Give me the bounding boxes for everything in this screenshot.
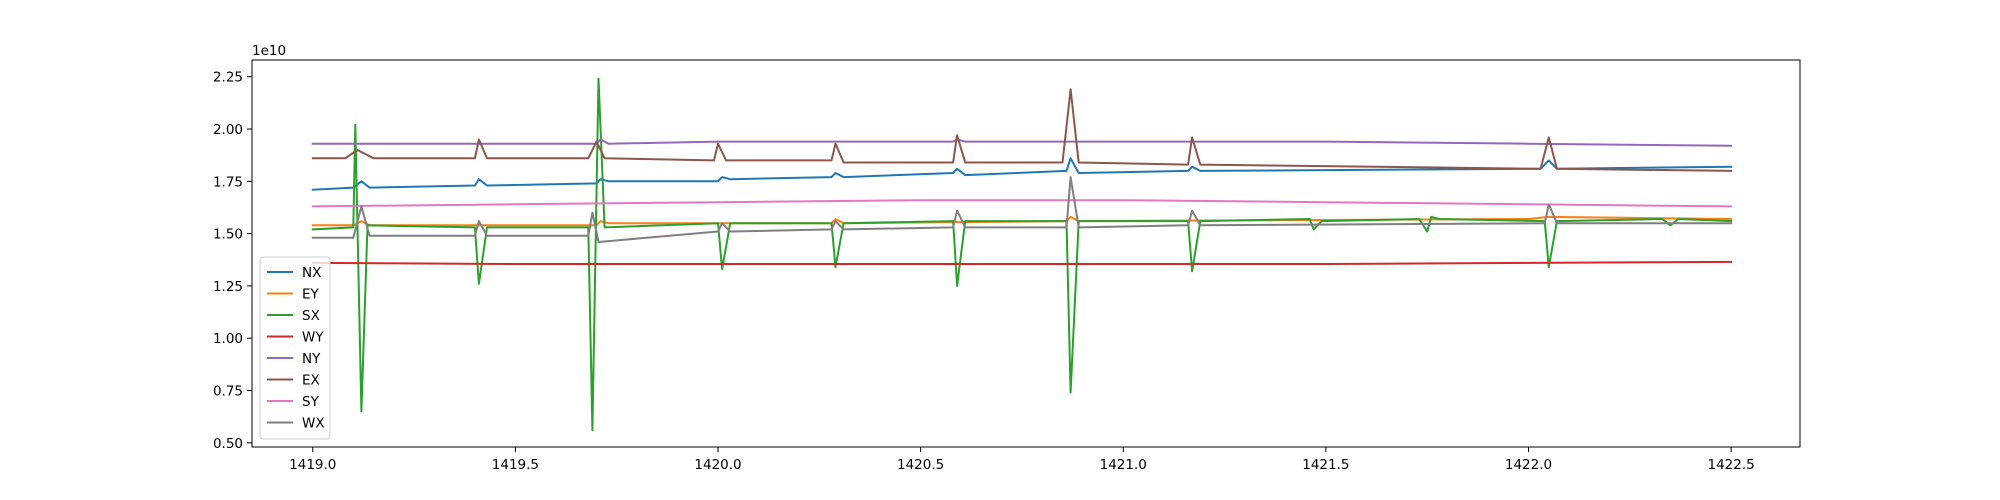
y-tick-label: 2.25 xyxy=(213,70,243,86)
x-tick-label: 1419.0 xyxy=(289,457,336,473)
series-line-wy xyxy=(311,260,1733,265)
y-tick-label: 1.25 xyxy=(213,279,243,295)
x-tick-label: 1421.5 xyxy=(1302,457,1349,473)
x-tick-label: 1421.0 xyxy=(1100,457,1147,473)
series-line-sx xyxy=(311,77,1733,432)
x-tick-label: 1422.0 xyxy=(1505,457,1552,473)
x-tick-label: 1422.5 xyxy=(1707,457,1754,473)
y-tick-label: 1.00 xyxy=(213,331,243,347)
legend-label-sx: SX xyxy=(302,308,320,324)
y-offset-text: 1e10 xyxy=(252,43,286,59)
y-tick-label: 1.75 xyxy=(213,174,243,190)
legend: NX EY SX WY NY EX SY WX xyxy=(259,256,331,440)
y-axis: 0.50 0.75 1.00 1.25 1.50 1.75 2.00 2.25 xyxy=(213,70,252,452)
y-tick-label: 0.75 xyxy=(213,384,243,400)
x-tick-label: 1420.5 xyxy=(897,457,944,473)
legend-label-ey: EY xyxy=(302,287,320,303)
y-tick-label: 1.50 xyxy=(213,227,243,243)
legend-label-sy: SY xyxy=(302,394,320,410)
legend-box xyxy=(259,256,331,440)
x-axis: 1419.0 1419.5 1420.0 1420.5 1421.0 1421.5 1422… xyxy=(289,447,1755,473)
series-line-nx xyxy=(311,157,1733,191)
legend-label-wy: WY xyxy=(302,330,324,346)
y-tick-label: 0.50 xyxy=(213,436,243,452)
legend-label-wx: WX xyxy=(302,416,325,432)
legend-label-nx: NX xyxy=(302,265,321,281)
legend-label-ex: EX xyxy=(302,373,320,389)
y-tick-label: 2.00 xyxy=(213,122,243,138)
legend-label-ny: NY xyxy=(302,351,321,367)
x-tick-label: 1420.0 xyxy=(694,457,741,473)
series-line-sy xyxy=(311,199,1733,208)
plot-frame xyxy=(251,59,1801,448)
series-line-wx xyxy=(311,176,1733,243)
series-line-ex xyxy=(311,88,1733,172)
x-tick-label: 1419.5 xyxy=(492,457,539,473)
